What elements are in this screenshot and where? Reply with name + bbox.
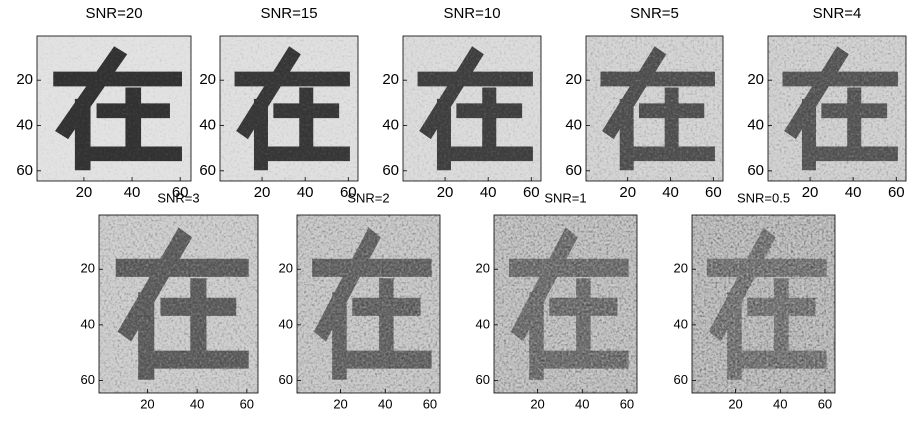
y-tick-label: 20 — [674, 261, 688, 276]
image-noise — [586, 36, 723, 181]
x-tick-label: 60 — [888, 184, 905, 201]
x-tick-label: 40 — [845, 184, 862, 201]
y-tick-label: 60 — [382, 162, 399, 179]
x-tick-label: 40 — [190, 396, 204, 411]
x-tick-label: 40 — [124, 184, 141, 201]
image-panel — [768, 36, 906, 181]
panel-title: SNR=4 — [813, 5, 862, 22]
y-tick-label: 40 — [81, 316, 95, 331]
x-tick-label: 40 — [575, 396, 589, 411]
x-tick-label: 40 — [662, 184, 679, 201]
y-tick-label: 60 — [565, 162, 582, 179]
x-tick-label: 20 — [437, 184, 454, 201]
x-tick-label: 20 — [530, 396, 544, 411]
image-panel — [297, 215, 440, 393]
x-tick-label: 60 — [523, 184, 540, 201]
panel-title: SNR=1 — [544, 190, 586, 205]
x-tick-label: 60 — [620, 396, 634, 411]
x-tick-label: 20 — [76, 184, 93, 201]
x-tick-label: 40 — [297, 184, 314, 201]
y-tick-label: 40 — [279, 316, 293, 331]
x-tick-label: 40 — [773, 396, 787, 411]
panel-title: SNR=5 — [630, 5, 679, 22]
x-tick-label: 20 — [619, 184, 636, 201]
image-panel — [692, 215, 835, 393]
y-tick-label: 20 — [476, 261, 490, 276]
x-tick-label: 20 — [254, 184, 271, 201]
image-panel — [220, 36, 358, 181]
y-tick-label: 20 — [565, 71, 582, 88]
x-tick-label: 60 — [818, 396, 832, 411]
y-tick-label: 40 — [382, 116, 399, 133]
x-tick-label: 20 — [728, 396, 742, 411]
y-tick-label: 60 — [81, 372, 95, 387]
x-tick-label: 20 — [140, 396, 154, 411]
figure: SNR=20204060204060SNR=15204060204060SNR=… — [0, 0, 912, 421]
x-tick-label: 60 — [705, 184, 722, 201]
y-tick-label: 60 — [279, 372, 293, 387]
y-tick-label: 40 — [565, 116, 582, 133]
image-panel — [99, 215, 258, 393]
y-tick-label: 20 — [747, 71, 764, 88]
x-tick-label: 60 — [423, 396, 437, 411]
x-tick-label: 40 — [480, 184, 497, 201]
image-noise — [403, 36, 541, 181]
image-noise — [494, 215, 637, 393]
image-panel — [403, 36, 541, 181]
image-noise — [37, 36, 191, 181]
y-tick-label: 60 — [476, 372, 490, 387]
y-tick-label: 40 — [476, 316, 490, 331]
image-panel — [494, 215, 637, 393]
image-panel — [586, 36, 723, 181]
panel-title: SNR=10 — [443, 5, 500, 22]
x-tick-label: 60 — [240, 396, 254, 411]
image-noise — [768, 36, 906, 181]
panel-title: SNR=0.5 — [737, 190, 790, 205]
image-panel — [37, 36, 191, 181]
panel-title: SNR=2 — [347, 190, 389, 205]
y-tick-label: 40 — [199, 116, 216, 133]
image-noise — [220, 36, 358, 181]
panel-title: SNR=15 — [260, 5, 317, 22]
y-tick-label: 60 — [674, 372, 688, 387]
x-tick-label: 40 — [378, 396, 392, 411]
y-tick-label: 40 — [16, 116, 33, 133]
y-tick-label: 60 — [747, 162, 764, 179]
image-noise — [99, 215, 258, 393]
y-tick-label: 20 — [279, 261, 293, 276]
x-tick-label: 20 — [333, 396, 347, 411]
y-tick-label: 20 — [199, 71, 216, 88]
y-tick-label: 20 — [382, 71, 399, 88]
x-tick-label: 20 — [802, 184, 819, 201]
image-noise — [692, 215, 835, 393]
y-tick-label: 60 — [199, 162, 216, 179]
y-tick-label: 60 — [16, 162, 33, 179]
y-tick-label: 40 — [747, 116, 764, 133]
panel-title: SNR=3 — [157, 190, 199, 205]
panel-title: SNR=20 — [85, 5, 142, 22]
y-tick-label: 20 — [16, 71, 33, 88]
y-tick-label: 40 — [674, 316, 688, 331]
y-tick-label: 20 — [81, 261, 95, 276]
image-noise — [297, 215, 440, 393]
